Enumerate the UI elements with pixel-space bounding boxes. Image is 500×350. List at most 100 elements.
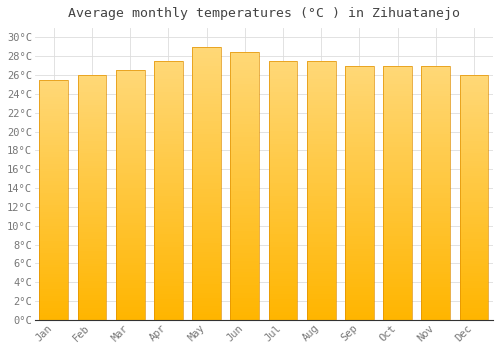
Bar: [78, 278, 106, 281]
Bar: [230, 274, 259, 277]
Bar: [345, 203, 374, 205]
Bar: [422, 117, 450, 119]
Bar: [268, 232, 298, 234]
Bar: [154, 310, 182, 312]
Bar: [268, 211, 298, 214]
Bar: [345, 315, 374, 317]
Bar: [78, 144, 106, 146]
Bar: [345, 78, 374, 81]
Bar: [383, 284, 412, 287]
Bar: [460, 100, 488, 102]
Bar: [40, 152, 68, 154]
Bar: [268, 105, 298, 107]
Bar: [192, 205, 221, 208]
Bar: [192, 208, 221, 211]
Bar: [345, 81, 374, 84]
Bar: [154, 214, 182, 216]
Bar: [383, 122, 412, 124]
Bar: [383, 246, 412, 249]
Bar: [345, 282, 374, 284]
Bar: [230, 199, 259, 202]
Bar: [383, 297, 412, 300]
Bar: [230, 51, 259, 54]
Bar: [307, 152, 336, 154]
Bar: [40, 128, 68, 130]
Bar: [78, 139, 106, 141]
Bar: [268, 177, 298, 180]
Bar: [40, 253, 68, 255]
Bar: [154, 66, 182, 69]
Bar: [154, 268, 182, 271]
Bar: [116, 302, 144, 305]
Bar: [268, 304, 298, 307]
Bar: [345, 155, 374, 157]
Bar: [78, 163, 106, 166]
Bar: [192, 80, 221, 82]
Bar: [345, 74, 374, 76]
Bar: [154, 188, 182, 190]
Bar: [230, 231, 259, 234]
Bar: [40, 265, 68, 267]
Bar: [383, 104, 412, 106]
Bar: [460, 122, 488, 124]
Bar: [192, 293, 221, 295]
Bar: [307, 128, 336, 131]
Bar: [422, 149, 450, 152]
Bar: [40, 303, 68, 306]
Bar: [192, 61, 221, 63]
Bar: [154, 315, 182, 317]
Bar: [422, 139, 450, 142]
Bar: [154, 292, 182, 294]
Bar: [78, 105, 106, 107]
Bar: [307, 87, 336, 90]
Bar: [230, 183, 259, 186]
Bar: [345, 68, 374, 71]
Bar: [383, 307, 412, 310]
Bar: [40, 219, 68, 222]
Bar: [383, 259, 412, 261]
Bar: [422, 239, 450, 241]
Bar: [40, 248, 68, 250]
Bar: [460, 107, 488, 110]
Bar: [383, 132, 412, 134]
Bar: [460, 310, 488, 313]
Bar: [460, 249, 488, 251]
Bar: [268, 292, 298, 294]
Bar: [383, 167, 412, 170]
Bar: [345, 201, 374, 203]
Bar: [460, 139, 488, 141]
Bar: [78, 178, 106, 180]
Bar: [192, 91, 221, 93]
Bar: [116, 180, 144, 183]
Bar: [345, 134, 374, 137]
Bar: [154, 157, 182, 159]
Bar: [345, 198, 374, 201]
Bar: [78, 134, 106, 136]
Bar: [192, 175, 221, 178]
Bar: [192, 96, 221, 99]
Bar: [422, 71, 450, 74]
Bar: [230, 70, 259, 73]
Bar: [40, 154, 68, 157]
Bar: [230, 288, 259, 290]
Bar: [422, 282, 450, 284]
Bar: [154, 126, 182, 128]
Bar: [422, 277, 450, 279]
Bar: [78, 161, 106, 163]
Bar: [78, 317, 106, 320]
Bar: [230, 170, 259, 172]
Bar: [230, 223, 259, 226]
Bar: [154, 284, 182, 286]
Bar: [40, 197, 68, 200]
Bar: [154, 281, 182, 284]
Bar: [383, 257, 412, 259]
Bar: [154, 273, 182, 276]
Bar: [230, 280, 259, 282]
Bar: [192, 142, 221, 145]
Bar: [78, 190, 106, 192]
Bar: [40, 200, 68, 202]
Bar: [192, 287, 221, 290]
Bar: [154, 299, 182, 302]
Bar: [460, 114, 488, 117]
Bar: [154, 90, 182, 92]
